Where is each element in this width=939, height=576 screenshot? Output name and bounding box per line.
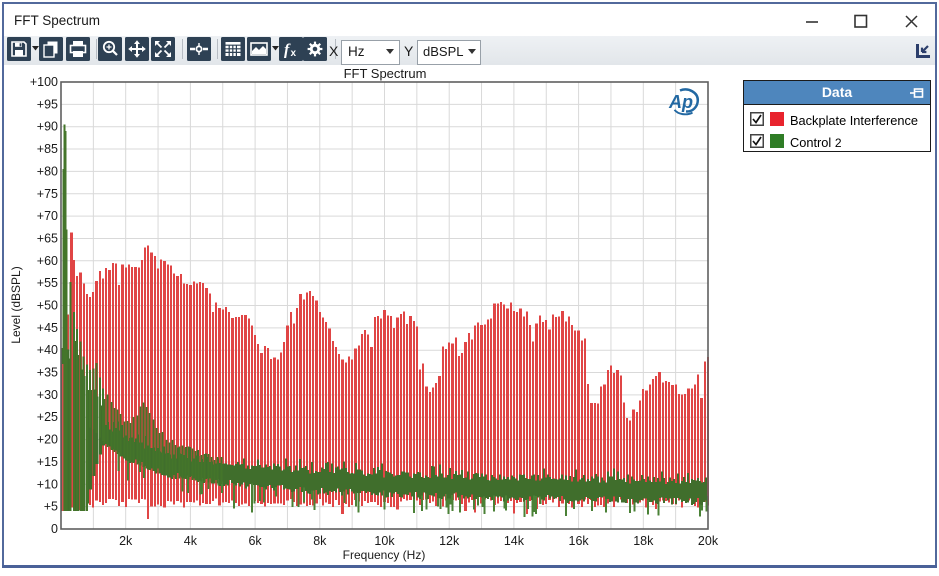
svg-text:+90: +90 (37, 120, 58, 134)
svg-text:+70: +70 (37, 209, 58, 223)
svg-text:+85: +85 (37, 142, 58, 156)
svg-text:f: f (284, 42, 291, 59)
svg-text:Frequency (Hz): Frequency (Hz) (343, 548, 426, 562)
svg-text:FFT Spectrum: FFT Spectrum (344, 66, 427, 81)
svg-text:4k: 4k (184, 534, 198, 548)
svg-text:+80: +80 (37, 164, 58, 178)
svg-text:+35: +35 (37, 366, 58, 380)
svg-text:+10: +10 (37, 477, 58, 491)
svg-text:+25: +25 (37, 410, 58, 424)
svg-text:18k: 18k (633, 534, 654, 548)
svg-text:+15: +15 (37, 455, 58, 469)
svg-text:+95: +95 (37, 97, 58, 111)
svg-text:2k: 2k (119, 534, 133, 548)
svg-text:20k: 20k (698, 534, 719, 548)
svg-text:+20: +20 (37, 433, 58, 447)
svg-text:+100: +100 (30, 75, 58, 89)
svg-text:6k: 6k (248, 534, 262, 548)
svg-text:+50: +50 (37, 299, 58, 313)
svg-text:+65: +65 (37, 231, 58, 245)
svg-text:x: x (291, 48, 297, 59)
svg-text:+55: +55 (37, 276, 58, 290)
svg-text:12k: 12k (439, 534, 460, 548)
svg-text:16k: 16k (569, 534, 590, 548)
svg-text:0: 0 (51, 522, 58, 536)
svg-text:+60: +60 (37, 254, 58, 268)
svg-text:+40: +40 (37, 343, 58, 357)
svg-text:8k: 8k (313, 534, 327, 548)
svg-text:Level (dBSPL): Level (dBSPL) (9, 266, 23, 343)
svg-text:+30: +30 (37, 388, 58, 402)
svg-text:+45: +45 (37, 321, 58, 335)
svg-text:+75: +75 (37, 187, 58, 201)
svg-text:Ap: Ap (668, 92, 693, 112)
svg-text:+5: +5 (44, 500, 58, 514)
svg-text:10k: 10k (374, 534, 395, 548)
svg-text:14k: 14k (504, 534, 525, 548)
